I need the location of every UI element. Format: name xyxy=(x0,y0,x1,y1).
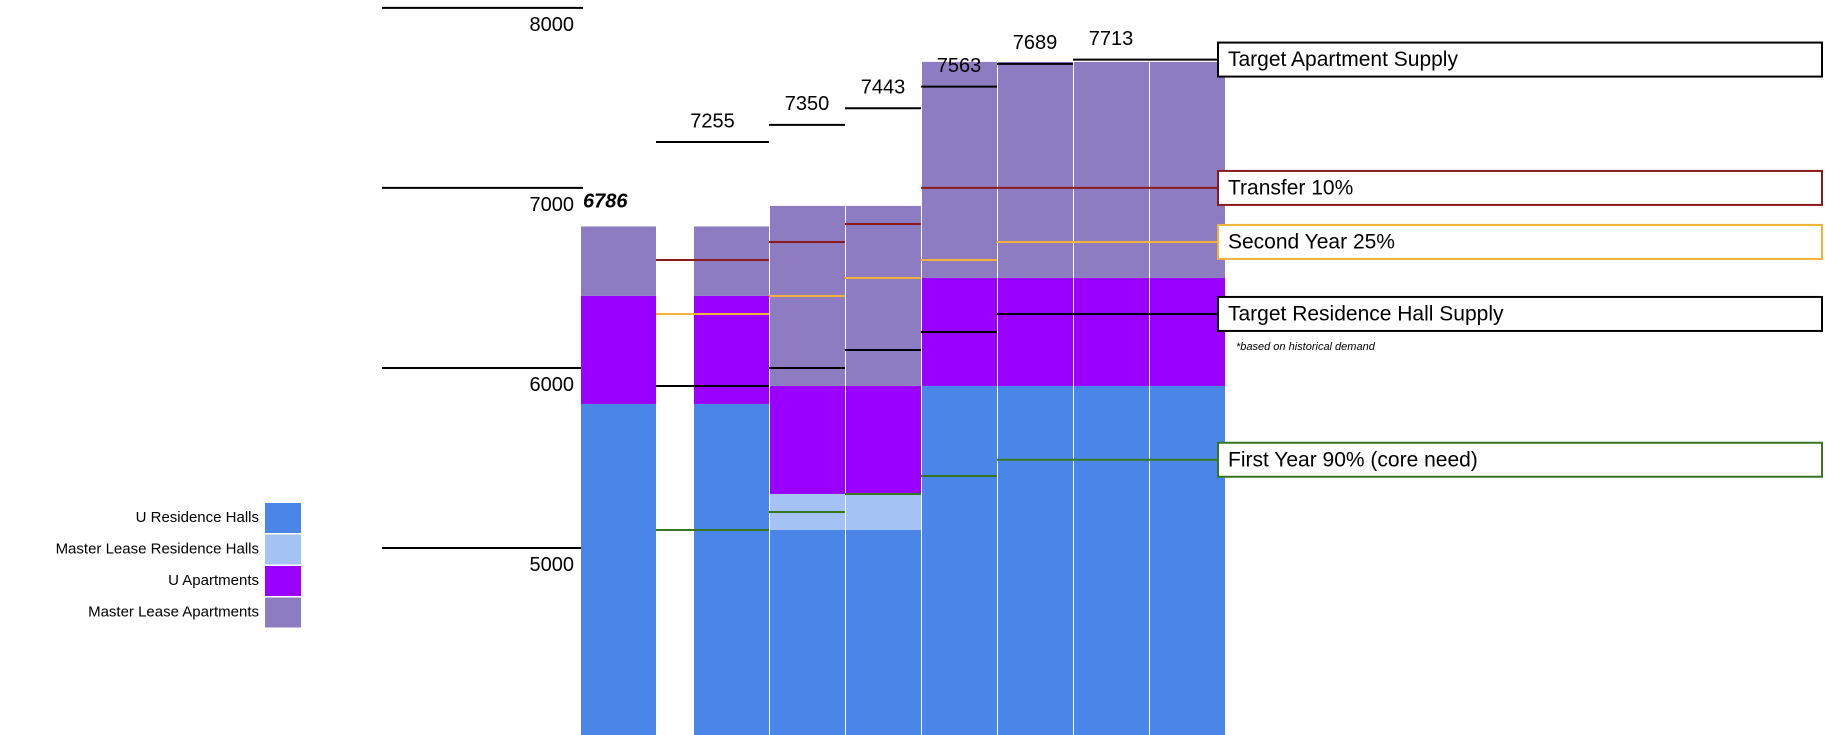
target-box xyxy=(1217,295,1823,332)
bar-segment xyxy=(581,403,656,735)
y-tick-label: 6000 xyxy=(530,374,575,396)
target-box xyxy=(1217,441,1823,478)
legend-label: U Residence Halls xyxy=(136,509,259,526)
bar-segment xyxy=(581,226,656,296)
target-box xyxy=(1217,223,1823,260)
bar-segment xyxy=(998,385,1073,735)
footnote: *based on historical demand xyxy=(1236,341,1376,353)
bar-segment xyxy=(581,295,656,404)
bar-segment xyxy=(694,295,769,404)
bar-segment xyxy=(694,403,769,735)
total-label: 6786 xyxy=(583,191,628,213)
target-box xyxy=(1217,169,1823,206)
target-value-label: 7713 xyxy=(1089,28,1134,50)
legend-label: U Apartments xyxy=(168,572,259,589)
legend-swatch xyxy=(265,534,301,565)
bar-segment xyxy=(846,529,921,735)
bar-segment xyxy=(770,529,845,735)
bar-segment xyxy=(694,226,769,296)
bar-segment xyxy=(846,385,921,494)
target-value-label: 7689 xyxy=(1013,32,1058,54)
bar-segment xyxy=(846,205,921,386)
target-value-label: 7350 xyxy=(785,93,830,115)
target-value-label: 7443 xyxy=(861,76,906,98)
target-label: Target Apartment Supply xyxy=(1228,48,1458,71)
legend-swatch xyxy=(265,597,301,628)
target-label: First Year 90% (core need) xyxy=(1228,448,1478,471)
bar-segment xyxy=(1074,277,1149,386)
legend-swatch xyxy=(265,503,301,533)
y-tick-label: 7000 xyxy=(530,194,575,216)
bar-segment xyxy=(998,277,1073,386)
bar-segment xyxy=(1150,61,1225,278)
bar-segment xyxy=(922,61,997,278)
target-label: Target Residence Hall Supply xyxy=(1228,302,1504,325)
bar-segment xyxy=(998,61,1073,278)
bar-segment xyxy=(922,385,997,735)
target-value-label: 7255 xyxy=(690,110,735,132)
bar-segment xyxy=(1074,385,1149,735)
bar-segment xyxy=(770,385,845,494)
legend-swatch xyxy=(265,566,301,596)
y-tick-label: 5000 xyxy=(530,554,575,576)
legend-label: Master Lease Residence Halls xyxy=(56,540,259,557)
target-value-label: 7563 xyxy=(937,55,982,77)
legend-label: Master Lease Apartments xyxy=(88,603,259,620)
target-label: Second Year 25% xyxy=(1228,230,1395,253)
bar-segment xyxy=(1150,385,1225,735)
y-tick-label: 8000 xyxy=(530,14,575,36)
bar-segment xyxy=(1150,277,1225,386)
bar-segment xyxy=(846,493,921,530)
target-box xyxy=(1217,41,1823,78)
bar-segment xyxy=(1074,61,1149,278)
target-label: Transfer 10% xyxy=(1228,176,1353,199)
